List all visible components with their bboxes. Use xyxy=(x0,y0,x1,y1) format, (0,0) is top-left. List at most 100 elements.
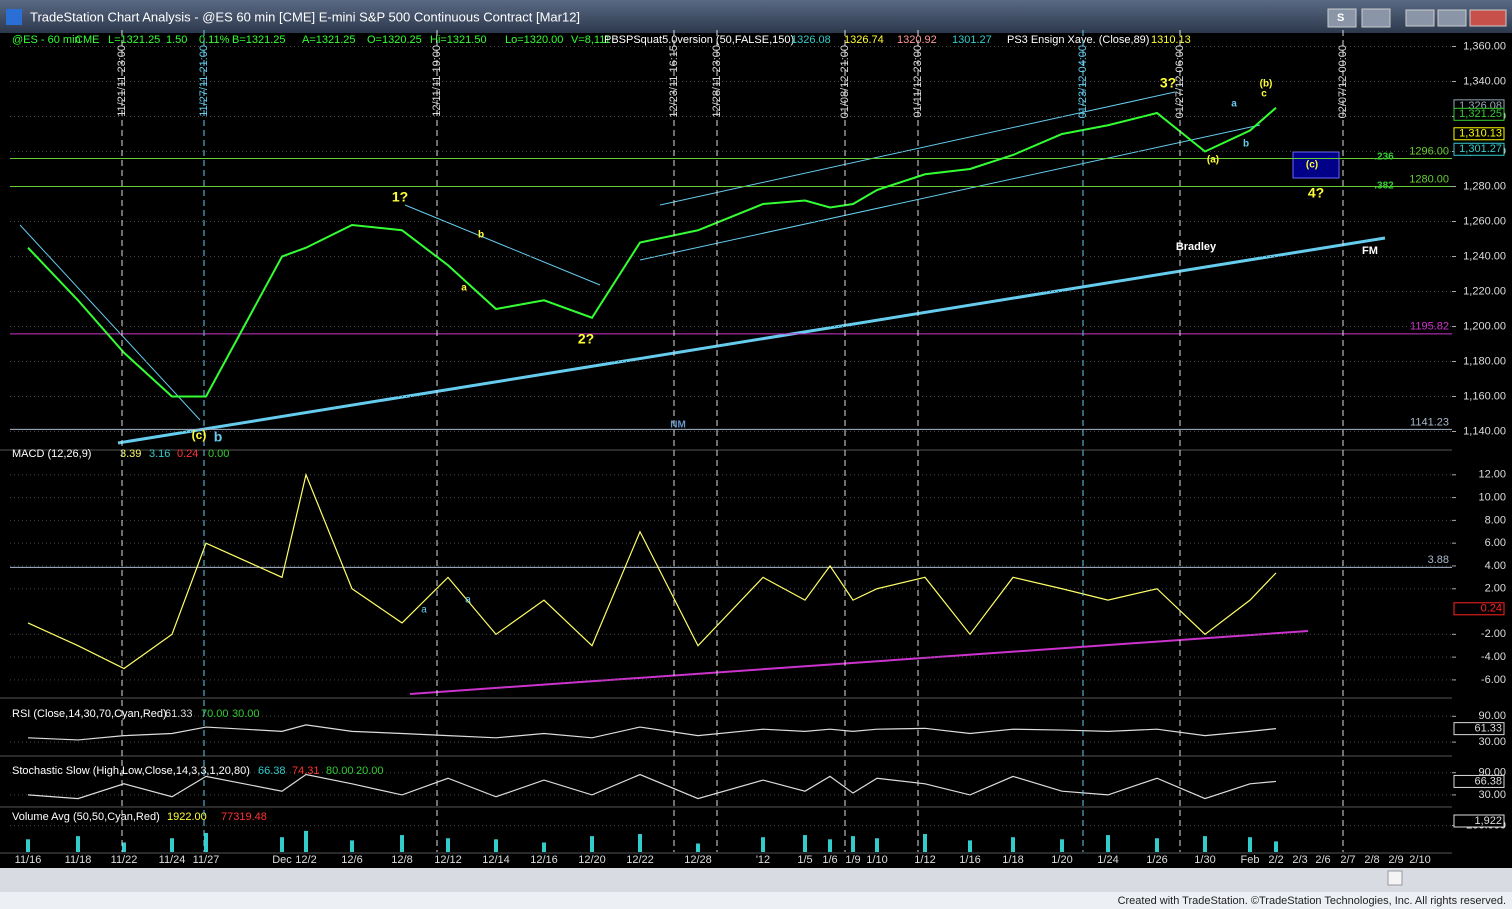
y-tick-label: 30.00 xyxy=(1478,789,1506,801)
title-bar xyxy=(0,0,1512,33)
last-value-label: 1,310.13 xyxy=(1459,128,1502,140)
wave-label: 1? xyxy=(392,189,408,205)
wave-label: a xyxy=(1231,99,1237,110)
toolbar-button[interactable] xyxy=(1361,8,1391,28)
indicator-header: B=1321.25 xyxy=(232,34,286,46)
y-tick-label: 1,340.00 xyxy=(1463,75,1506,87)
indicator-header: @ES - 60 min xyxy=(12,34,81,46)
last-value-label: 1,922 xyxy=(1474,815,1502,827)
wave-label: NM xyxy=(670,420,686,431)
channel-line xyxy=(404,204,601,286)
window-title: TradeStation Chart Analysis - @ES 60 min… xyxy=(30,9,580,24)
wave-label: b xyxy=(1243,139,1249,150)
indicator-header: Hi=1321.50 xyxy=(430,34,487,46)
y-tick-label: 1,360.00 xyxy=(1463,40,1506,52)
indicator-header: Volume Avg (50,50,Cyan,Red) xyxy=(12,811,160,823)
x-tick-label: 11/27 xyxy=(193,854,220,866)
x-tick-label: 2/7 xyxy=(1340,854,1355,866)
indicator-header: 1326.08 xyxy=(791,34,831,46)
time-marker-label: 12/11/11 19:00 xyxy=(431,45,443,117)
y-tick-label: 1,140.00 xyxy=(1463,425,1506,437)
indicator-header: Lo=1320.00 xyxy=(505,34,563,46)
indicator-header: PS3 Ensign Xave. (Close,89) xyxy=(1007,34,1149,46)
last-value-box xyxy=(1453,142,1505,156)
y-tick-label: 10.00 xyxy=(1478,491,1506,503)
minimize-button[interactable] xyxy=(1405,9,1435,27)
wave-label: .382 xyxy=(1374,181,1394,192)
last-value-box xyxy=(1453,774,1505,788)
level-label: 3.88 xyxy=(1428,554,1449,566)
volume-bar xyxy=(828,839,832,852)
volume-bar xyxy=(1155,838,1159,852)
price-line xyxy=(27,724,1277,741)
y-tick-label: 4.00 xyxy=(1485,560,1506,572)
scrollbar[interactable] xyxy=(0,868,1512,892)
x-tick-label: 11/24 xyxy=(159,854,186,866)
x-tick-label: 2/10 xyxy=(1409,854,1430,866)
indicator-header: 20.00 xyxy=(356,765,384,777)
x-tick-label: 1/16 xyxy=(959,854,980,866)
level-label: 1280.00 xyxy=(1409,173,1449,185)
app-icon xyxy=(6,9,22,25)
maximize-button[interactable] xyxy=(1437,9,1467,27)
x-tick-label: 1/6 xyxy=(822,854,837,866)
y-tick-label: 1,240.00 xyxy=(1463,250,1506,262)
indicator-header: CME xyxy=(75,34,99,46)
indicator-header: 70.00 xyxy=(201,708,229,720)
last-value-label: 61.33 xyxy=(1474,723,1502,735)
indicator-header: 0.00 xyxy=(208,448,229,460)
volume-bar xyxy=(1060,839,1064,852)
wave-label: b xyxy=(478,230,484,241)
target-box xyxy=(1292,151,1340,179)
y-tick-label: 6.00 xyxy=(1485,537,1506,549)
x-tick-label: Feb xyxy=(1241,854,1260,866)
s-button-label: S xyxy=(1337,12,1344,24)
footer-text: Created with TradeStation. ©TradeStation… xyxy=(1118,895,1506,907)
time-marker-label: 02/07/12 00:00 xyxy=(1337,45,1349,118)
indicator-header: MACD (12,26,9) xyxy=(12,448,91,460)
wave-label: 3? xyxy=(1160,75,1176,91)
x-tick-label: 1/12 xyxy=(914,854,935,866)
volume-bar xyxy=(590,836,594,852)
wave-label: a xyxy=(461,283,467,294)
indicator-header: 30.00 xyxy=(232,708,260,720)
s-button[interactable] xyxy=(1327,8,1357,28)
wave-label: Bradley xyxy=(1176,241,1217,253)
wave-label: (b) xyxy=(1260,79,1273,90)
x-tick-label: 2/9 xyxy=(1388,854,1403,866)
indicator-header: 77319.48 xyxy=(221,811,267,823)
x-tick-label: 12/6 xyxy=(341,854,362,866)
indicator-header: 3.16 xyxy=(149,448,170,460)
level-label: 1141.23 xyxy=(1410,416,1449,428)
x-tick-label: 1/9 xyxy=(845,854,860,866)
indicator-header: 1.50 xyxy=(166,34,187,46)
channel-line xyxy=(19,224,201,421)
price-line xyxy=(27,106,1277,398)
close-button[interactable] xyxy=(1469,9,1507,27)
last-value-label: 1,321.25 xyxy=(1459,108,1502,120)
x-tick-label: 1/5 xyxy=(797,854,812,866)
volume-bar xyxy=(1274,841,1278,852)
volume-bar xyxy=(350,840,354,852)
time-marker-label: 01/23/12 04:00 xyxy=(1077,45,1089,118)
level-label: 1296.00 xyxy=(1409,145,1449,157)
x-tick-label: 2/8 xyxy=(1364,854,1379,866)
x-tick-label: 12/20 xyxy=(578,854,606,866)
volume-bar xyxy=(968,840,972,852)
volume-bar xyxy=(542,842,546,852)
scroll-thumb[interactable] xyxy=(1387,870,1403,886)
volume-bar xyxy=(696,843,700,852)
x-tick-label: 1/20 xyxy=(1051,854,1072,866)
volume-bar xyxy=(170,838,174,852)
wave-label: 2? xyxy=(578,331,594,347)
trendline xyxy=(409,630,1309,695)
time-marker-label: 01/27/12 06:00 xyxy=(1174,45,1186,118)
time-marker-label: 01/11/12 23:00 xyxy=(912,45,924,118)
indicator-header: RSI (Close,14,30,70,Cyan,Red) xyxy=(12,708,167,720)
x-tick-label: 1/30 xyxy=(1194,854,1215,866)
indicator-header: Stochastic Slow (High,Low,Close,14,3,3,1… xyxy=(12,765,250,777)
wave-label: (c) xyxy=(192,428,207,442)
x-tick-label: 12/14 xyxy=(482,854,510,866)
volume-bar xyxy=(494,839,498,852)
